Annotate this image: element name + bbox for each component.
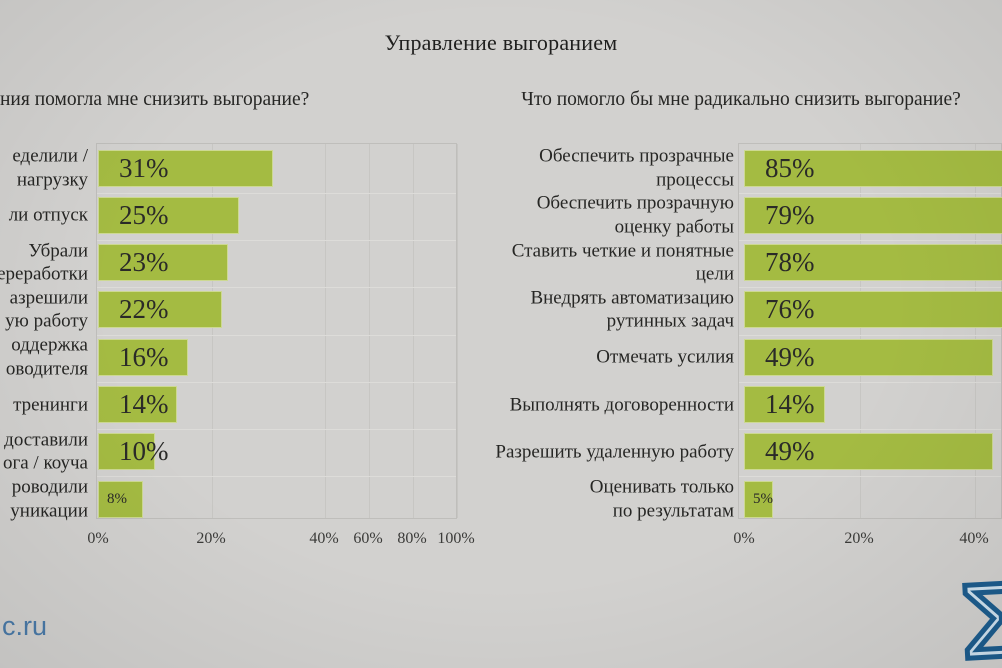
value-label: 85% [765,152,815,183]
value-label: 31% [119,152,169,183]
category-label: Убрали ереработки [0,240,88,285]
sigma-logo: Σ [955,558,1002,668]
category-label: тренинги [13,393,88,415]
category-label: еделили / нагрузку [12,145,88,191]
plot-area [96,143,458,519]
bar: 85% [744,149,1002,187]
category-label: Обеспечить прозрачные процессы [539,145,734,191]
value-label: 8% [107,490,127,507]
category-label: Ставить четкие и понятные цели [511,240,734,285]
gridline-horizontal [97,429,456,431]
category-label: азрешили ую работу [5,287,88,332]
category-label: Обеспечить прозрачную оценку работы [536,192,734,238]
value-label: 14% [765,389,815,419]
category-label: Выполнять договоренности [509,393,734,415]
x-axis-tick-label: 100% [437,530,475,547]
bar: 8% [98,480,144,518]
bar: 78% [744,244,1002,282]
x-axis-tick-label: 60% [353,530,383,547]
bar: 14% [744,386,825,423]
category-label: доставили ога / коуча [2,429,88,474]
gridline-vertical [325,144,326,518]
value-label: 25% [119,199,169,230]
chart-question: ния помогла мне снизить выгорание? [0,89,310,110]
x-axis-tick-label: 20% [844,530,874,547]
gridline-horizontal [97,192,456,194]
value-label: 49% [765,436,815,467]
gridline-vertical [413,144,414,518]
value-label: 22% [119,294,169,325]
x-axis-tick-label: 20% [196,530,226,547]
value-label: 78% [765,247,815,278]
gridline-horizontal [739,287,1001,289]
bar: 16% [98,338,189,376]
chart-question: Что помогло бы мне радикально снизить вы… [521,89,961,110]
category-label: оддержка оводителя [5,334,88,380]
gridline-horizontal [739,429,1001,431]
bar: 10% [98,433,169,471]
page-title: Управление выгоранием [384,30,618,55]
gridline-horizontal [97,239,456,241]
gridline-horizontal [739,476,1001,478]
sigma-glyph: Σ [957,560,1002,668]
category-label: Внедрять автоматизацию рутинных задач [530,287,734,332]
gridline-horizontal [97,287,456,289]
bar: 25% [98,196,240,234]
bar: 23% [98,244,228,282]
bar: 14% [98,386,178,423]
bar: 76% [744,291,1002,329]
gridline-horizontal [739,381,1001,383]
value-label: 49% [765,341,815,372]
plot-area [738,143,1002,519]
category-label: Оценивать только по результатам [589,476,734,522]
x-axis-tick-label: 40% [309,530,339,547]
gridline-horizontal [97,476,456,478]
x-axis-tick-label: 40% [959,530,989,547]
value-label: 16% [119,341,169,372]
gridline-vertical [457,144,458,518]
gridline-horizontal [97,381,456,383]
value-label: 10% [119,436,169,467]
gridline-horizontal [739,334,1001,336]
bar: 31% [98,149,274,187]
bar: 22% [98,291,223,329]
gridline-vertical [860,144,861,518]
bar: 79% [744,196,1002,234]
category-label: ли отпуск [8,204,88,226]
gridline-vertical [212,144,213,518]
bar: 49% [744,433,993,471]
value-label: 14% [119,389,169,419]
gridline-vertical [975,144,976,518]
value-label: 76% [765,294,815,325]
x-axis-tick-label: 0% [87,530,109,547]
gridline-vertical [369,144,370,518]
gridline-horizontal [739,192,1001,194]
bar: 49% [744,338,993,376]
category-label: Отмечать усилия [596,346,734,368]
bar: 5% [744,480,773,518]
gridline-horizontal [97,334,456,336]
gridline-horizontal [739,239,1001,241]
site-url-text: c.ru [2,611,48,641]
value-label: 23% [119,247,169,278]
value-label: 79% [765,199,815,230]
x-axis-tick-label: 80% [397,530,427,547]
x-axis-tick-label: 0% [733,530,755,547]
category-label: Разрешить удаленную работу [495,441,734,463]
category-label: роводили уникации [10,476,88,522]
value-label: 5% [753,490,773,507]
